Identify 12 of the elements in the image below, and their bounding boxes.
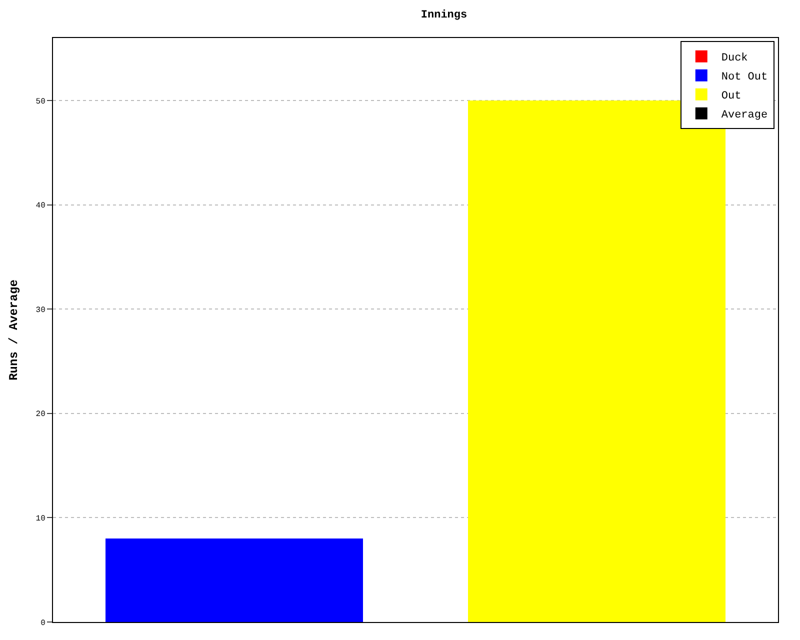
y-tick-label: 40 <box>36 202 46 211</box>
y-tick-label: 50 <box>36 97 46 106</box>
legend-label: Out <box>721 90 742 103</box>
y-tick-label: 30 <box>36 306 46 315</box>
legend-label: Duck <box>721 52 748 65</box>
y-tick-label: 0 <box>40 618 46 628</box>
legend-label: Average <box>721 110 768 122</box>
chart-title: Innings <box>420 9 468 22</box>
y-tick-label: 10 <box>36 514 46 524</box>
legend-label: Not Out <box>721 72 768 84</box>
y-tick-label: 20 <box>36 410 46 420</box>
y-axis-title: Runs / Average <box>7 280 22 380</box>
